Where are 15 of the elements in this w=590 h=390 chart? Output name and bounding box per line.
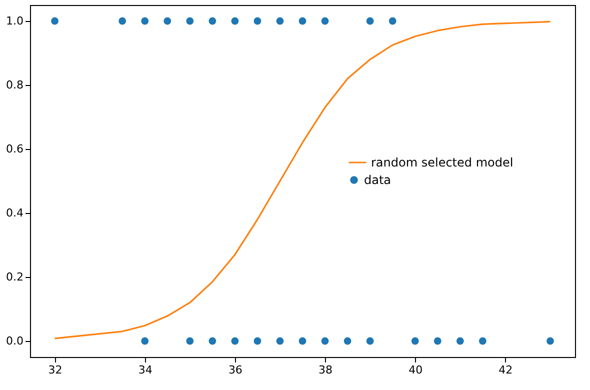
legend-label: data: [364, 173, 392, 187]
y-tick-label: 0.0: [6, 334, 24, 348]
y-tick-label: 0.4: [6, 206, 24, 220]
x-tick-label: 42: [498, 364, 513, 376]
y-tick-label: 0.6: [6, 142, 24, 156]
x-tick-label: 36: [228, 364, 242, 376]
x-tick-label: 40: [408, 364, 423, 376]
x-tick-label: 32: [48, 364, 62, 376]
y-tick-label: 1.0: [6, 14, 24, 28]
line-series: [54, 20, 552, 340]
legend-label: random selected model: [371, 156, 514, 170]
y-tick-label: 0.8: [6, 78, 24, 92]
x-tick-label: 38: [318, 364, 333, 376]
x-tick-label: 34: [138, 364, 152, 376]
y-tick-label: 0.2: [6, 270, 24, 284]
